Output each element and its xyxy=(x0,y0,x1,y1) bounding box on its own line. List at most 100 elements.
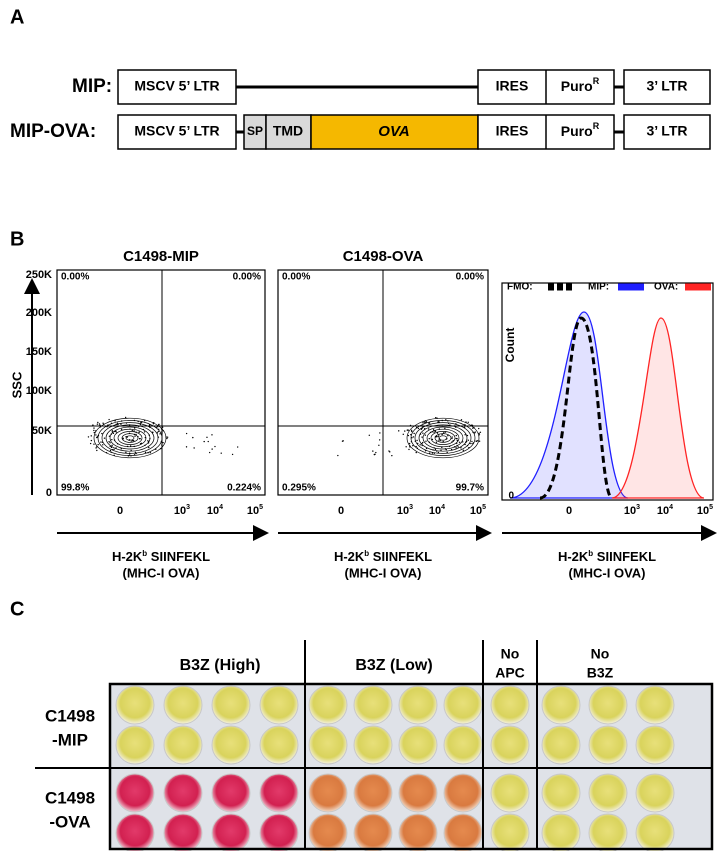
event-dot xyxy=(90,439,93,442)
panel-label: A xyxy=(10,6,24,28)
event-dot xyxy=(462,441,464,443)
event-dot xyxy=(102,444,104,446)
event-dot xyxy=(134,451,137,453)
legend-label: FMO: xyxy=(507,282,533,293)
event-dot xyxy=(112,432,115,435)
x-tick-label-part: 10 xyxy=(657,505,669,517)
event-dot xyxy=(99,424,101,426)
column-label: No xyxy=(501,646,520,662)
event-dot xyxy=(466,434,469,437)
x-tick-label-part: 4 xyxy=(441,504,445,511)
event-dot xyxy=(185,432,188,435)
segment-label-part: R xyxy=(593,121,600,131)
event-dot xyxy=(458,441,461,443)
event-dot xyxy=(114,420,116,422)
event-dot xyxy=(388,450,390,452)
event-dot xyxy=(129,445,132,447)
contour xyxy=(426,428,460,448)
event-dot xyxy=(415,451,417,454)
x-tick-label: 105 xyxy=(697,504,713,517)
event-dot xyxy=(161,432,163,434)
x-tick-label: 103 xyxy=(624,504,640,517)
well xyxy=(398,813,438,851)
event-dot xyxy=(220,452,222,454)
well xyxy=(635,685,675,725)
event-dot xyxy=(96,436,98,439)
quadrant-percent: 0.00% xyxy=(456,272,484,283)
well xyxy=(115,773,155,813)
quadrant-percent: 0.00% xyxy=(61,272,89,283)
event-dot xyxy=(93,431,96,434)
contour xyxy=(406,417,480,459)
event-dot xyxy=(143,419,146,422)
y-tick-label: 0 xyxy=(508,491,514,502)
well xyxy=(211,773,251,813)
contour xyxy=(430,431,456,445)
event-dot xyxy=(378,444,380,446)
event-dot xyxy=(131,429,133,432)
quadrant-percent: 0.00% xyxy=(233,272,261,283)
event-dot xyxy=(111,438,113,441)
event-dot xyxy=(445,448,447,451)
event-dot xyxy=(166,437,168,440)
y-tick-label: 200K xyxy=(26,307,52,319)
x-axis-label-part: b xyxy=(588,549,593,558)
event-dot xyxy=(422,441,424,444)
event-dot xyxy=(132,439,135,442)
x-tick-label-part: 10 xyxy=(697,505,709,517)
event-dot xyxy=(433,431,435,433)
legend-label: OVA: xyxy=(654,282,678,293)
well xyxy=(398,725,438,765)
event-dot xyxy=(372,450,374,452)
event-dot xyxy=(374,453,376,455)
event-dot xyxy=(391,454,393,457)
event-dot xyxy=(368,434,371,437)
event-dot xyxy=(120,423,122,425)
event-dot xyxy=(211,448,213,450)
row-label: C1498 xyxy=(45,706,95,725)
contour xyxy=(93,417,167,459)
x-tick-label-part: 4 xyxy=(669,504,673,511)
row-label: C1498 xyxy=(45,788,95,807)
well xyxy=(541,725,581,765)
event-dot xyxy=(92,424,94,426)
event-dot xyxy=(97,421,99,424)
event-dot xyxy=(460,447,462,449)
event-dot xyxy=(139,437,141,440)
y-axis-label: Count xyxy=(503,328,517,363)
event-dot xyxy=(134,435,136,437)
event-dot xyxy=(471,442,473,445)
event-dot xyxy=(93,429,95,432)
event-dot xyxy=(410,429,413,432)
well xyxy=(490,773,530,813)
x-tick-label-part: 3 xyxy=(409,504,413,511)
event-dot xyxy=(375,451,377,454)
plot-frame xyxy=(501,282,714,501)
event-dot xyxy=(95,434,97,436)
segment-label-part: Puro xyxy=(561,78,593,94)
contour xyxy=(121,433,139,443)
event-dot xyxy=(455,447,457,449)
well xyxy=(541,773,581,813)
construct-diagram xyxy=(117,69,711,150)
event-dot xyxy=(443,432,445,434)
event-dot xyxy=(478,434,481,436)
event-dot xyxy=(467,421,469,424)
event-dot xyxy=(100,441,102,443)
well xyxy=(541,813,581,851)
event-dot xyxy=(434,448,437,451)
well xyxy=(259,725,299,765)
event-dot xyxy=(342,440,344,442)
event-dot xyxy=(441,433,443,436)
well xyxy=(259,773,299,813)
event-dot xyxy=(408,442,411,445)
event-dot xyxy=(435,441,438,443)
event-dot xyxy=(475,440,477,442)
event-dot xyxy=(408,448,410,451)
event-dot xyxy=(166,436,169,438)
x-tick-label-part: 3 xyxy=(636,504,640,511)
event-dot xyxy=(460,419,463,421)
well xyxy=(115,685,155,725)
event-dot xyxy=(149,452,152,454)
